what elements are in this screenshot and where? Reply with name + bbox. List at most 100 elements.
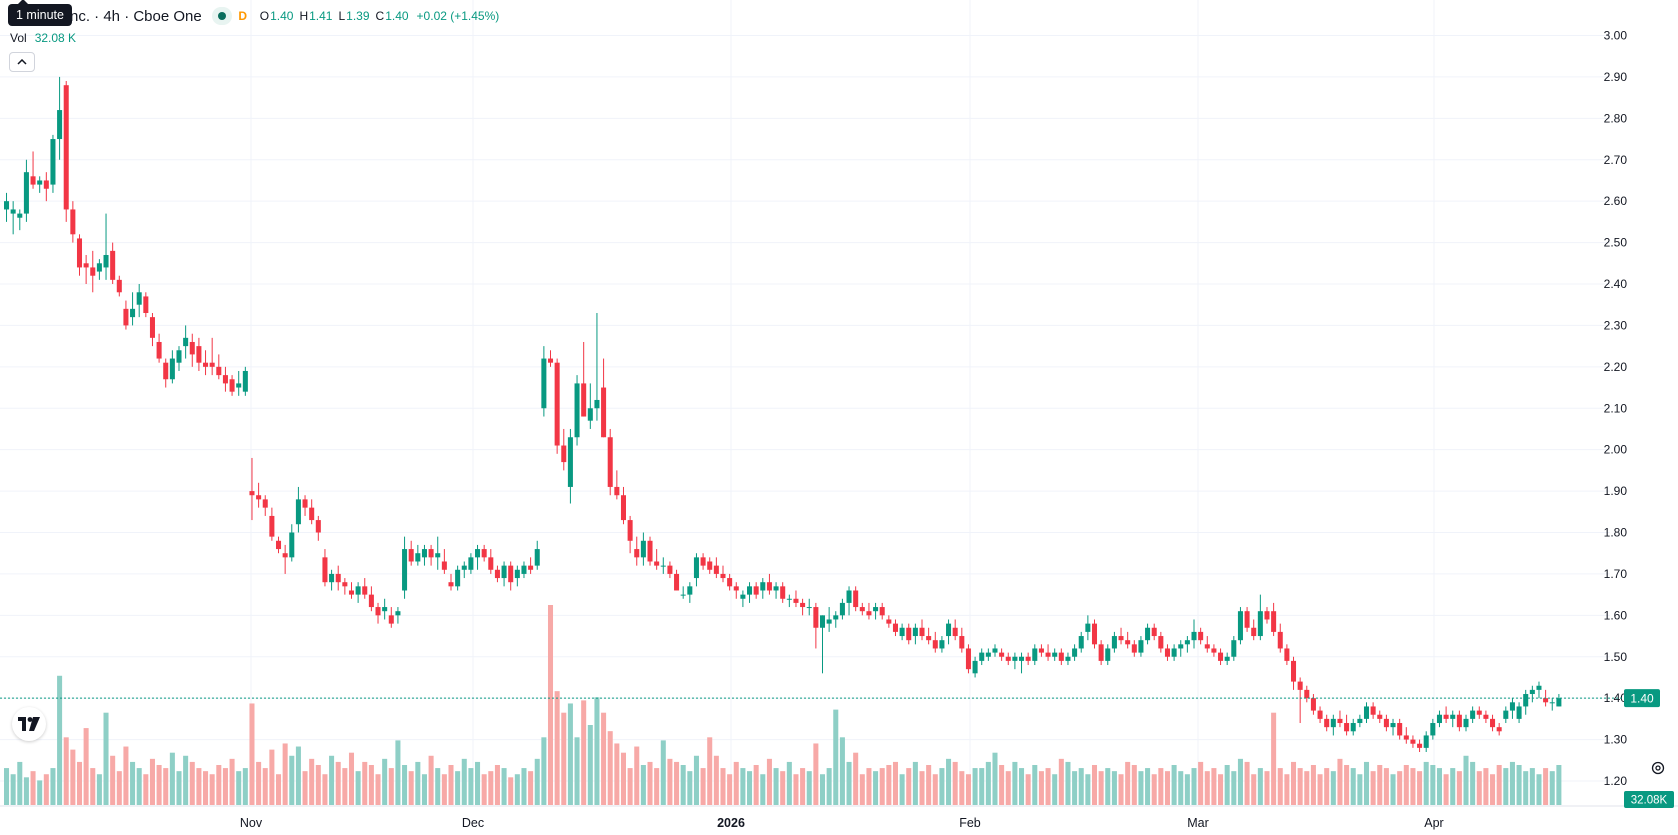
- candle-body: [906, 627, 912, 641]
- volume-bar: [176, 771, 182, 805]
- volume-bar: [269, 749, 275, 805]
- candle-body: [1204, 644, 1210, 649]
- market-status-badge[interactable]: [211, 7, 232, 25]
- candle-body: [733, 586, 739, 591]
- volume-bar: [1264, 771, 1270, 805]
- candle-body: [806, 607, 812, 609]
- candle-body: [1470, 710, 1476, 719]
- volume-bar: [289, 755, 295, 805]
- volume-bar: [1118, 774, 1124, 805]
- candle-body: [1503, 710, 1509, 719]
- candle-body: [627, 520, 633, 541]
- volume-value: 32.08 K: [34, 31, 77, 45]
- volume-bar: [402, 765, 408, 805]
- volume-bar: [4, 768, 10, 805]
- volume-bar: [342, 768, 348, 805]
- candle-body: [1536, 685, 1542, 690]
- candle-body: [116, 279, 122, 293]
- candle-body: [1390, 723, 1396, 728]
- candle-body: [1218, 652, 1224, 661]
- volume-bar: [873, 771, 879, 805]
- settings-button[interactable]: [1648, 758, 1668, 778]
- candle-body: [1330, 718, 1336, 728]
- candle-body: [654, 561, 660, 566]
- symbol-title[interactable]: nc. · 4h · Cboe One: [70, 7, 202, 25]
- volume-bar: [1145, 768, 1151, 805]
- high-value: H1.41: [299, 9, 333, 23]
- volume-bar: [1304, 771, 1310, 805]
- candle-body: [501, 565, 507, 579]
- volume-bar: [886, 765, 892, 805]
- volume-bar: [965, 774, 971, 805]
- candle-body: [455, 569, 461, 587]
- volume-bar: [1377, 765, 1383, 805]
- candle-body: [1463, 718, 1469, 728]
- volume-bar: [534, 758, 540, 805]
- candle-body: [1264, 611, 1270, 620]
- delayed-data-badge[interactable]: D: [238, 9, 248, 23]
- volume-bar: [985, 761, 991, 805]
- volume-bar: [1211, 768, 1217, 805]
- candle-body: [766, 582, 772, 591]
- candle-body: [1350, 723, 1356, 732]
- candle-body: [1131, 644, 1137, 653]
- x-tick-label: Nov: [240, 816, 263, 830]
- candle-body: [295, 499, 301, 525]
- candle-body: [70, 209, 76, 235]
- candle-body: [614, 486, 620, 496]
- candle-body: [43, 180, 49, 189]
- volume-bar: [156, 765, 162, 805]
- volume-bar: [700, 768, 706, 805]
- candle-body: [1483, 714, 1489, 719]
- collapse-legend-button[interactable]: [9, 52, 35, 72]
- candle-body: [1456, 714, 1462, 728]
- volume-bar: [1158, 768, 1164, 805]
- candle-body: [428, 549, 434, 558]
- candle-body: [892, 623, 898, 632]
- candle-body: [979, 652, 985, 661]
- candle-body: [1025, 656, 1031, 661]
- volume-bar: [660, 740, 666, 805]
- candle-body: [395, 611, 401, 616]
- volume-bar: [329, 755, 335, 805]
- candle-body: [1549, 702, 1555, 704]
- candle-body: [634, 549, 640, 558]
- ohlc-values: O1.40 H1.41 L1.39 C1.40 +0.02 (+1.45%): [260, 9, 500, 23]
- volume-bar: [1138, 771, 1144, 805]
- volume-bar: [501, 768, 507, 805]
- candle-body: [335, 573, 341, 583]
- volume-bar: [441, 774, 447, 805]
- y-tick-label: 1.20: [1604, 774, 1628, 788]
- candle-body: [156, 341, 162, 359]
- candle-body: [707, 561, 713, 570]
- candle-body: [1158, 636, 1164, 649]
- volume-bar: [594, 697, 600, 805]
- candle-body: [189, 341, 195, 355]
- tradingview-logo-icon[interactable]: [12, 707, 46, 741]
- candle-body: [1257, 611, 1263, 637]
- candle-body: [375, 607, 381, 616]
- volume-bar: [899, 774, 905, 805]
- candle-body: [1410, 739, 1416, 744]
- y-tick-label: 1.60: [1604, 608, 1628, 622]
- candle-body: [1277, 631, 1283, 649]
- volume-bar: [1417, 771, 1423, 805]
- volume-bar: [1410, 768, 1416, 805]
- candle-body: [249, 491, 255, 496]
- candle-body: [302, 499, 308, 508]
- candle-body: [1297, 681, 1303, 690]
- candle-body: [521, 565, 527, 574]
- candle-body: [946, 623, 952, 637]
- volume-bar: [740, 768, 746, 805]
- volume-bar: [295, 746, 301, 805]
- volume-bar: [999, 765, 1005, 805]
- volume-bar: [1164, 771, 1170, 805]
- volume-bar: [674, 761, 680, 805]
- candle-body: [1038, 648, 1044, 653]
- candle-body: [143, 296, 149, 313]
- candle-body: [23, 172, 29, 214]
- volume-bar: [1324, 768, 1330, 805]
- volume-bar: [720, 768, 726, 805]
- volume-bar: [116, 771, 122, 805]
